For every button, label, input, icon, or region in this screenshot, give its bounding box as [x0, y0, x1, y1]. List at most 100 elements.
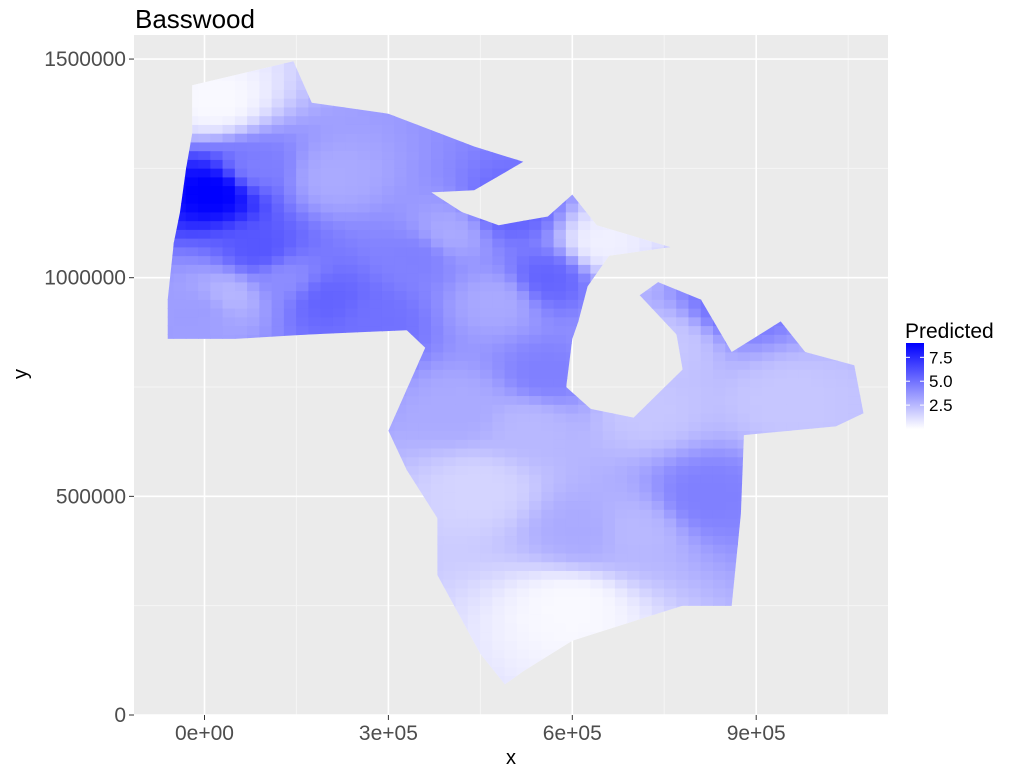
heat-cell [369, 316, 383, 327]
heat-cell [431, 159, 444, 169]
heat-cell [222, 238, 236, 248]
heat-cell [602, 561, 616, 571]
heat-cell [639, 535, 653, 545]
heat-cell [431, 509, 444, 519]
heat-cell [529, 482, 542, 493]
heat-cell [553, 544, 567, 554]
heat-cell [492, 535, 506, 545]
heat-cell [516, 640, 530, 650]
heat-cell [369, 115, 383, 125]
heat-cell [431, 141, 444, 152]
heat-cell [516, 404, 530, 414]
heat-cell [565, 395, 579, 405]
heat-cell [345, 325, 359, 335]
heat-cell [369, 124, 383, 134]
heat-cell [271, 299, 285, 309]
heat-cell [369, 299, 383, 309]
heat-cell [492, 412, 506, 423]
heat-cell [676, 421, 690, 432]
heat-cell [234, 124, 248, 134]
heat-cell [725, 377, 739, 388]
heat-cell [553, 220, 567, 230]
heat-cell [418, 404, 432, 414]
heat-cell [247, 281, 260, 292]
heat-cell [467, 579, 481, 589]
heat-cell [651, 552, 665, 563]
heat-cell [492, 342, 506, 353]
heat-cell [418, 246, 432, 257]
heat-cell [541, 544, 555, 554]
heat-cell [651, 308, 665, 318]
heat-cell [394, 115, 408, 125]
heat-cell [308, 281, 322, 292]
heat-cell [431, 491, 444, 502]
heat-cell [823, 360, 837, 370]
heat-cell [167, 308, 175, 318]
heat-cell [700, 447, 714, 458]
heat-cell [418, 421, 432, 432]
heat-cell [688, 491, 702, 502]
heat-cell [320, 141, 334, 152]
heat-cell [271, 273, 285, 283]
heat-cell [712, 596, 726, 606]
heat-cell [614, 465, 628, 475]
heat-cell [443, 430, 457, 440]
heat-cell [516, 439, 530, 449]
heat-cell [565, 474, 579, 484]
heat-cell [529, 281, 542, 292]
heat-cell [308, 246, 322, 257]
heat-cell [320, 290, 334, 300]
heat-cell [406, 412, 420, 423]
heat-cell [308, 325, 322, 335]
heat-cell [271, 308, 285, 318]
heat-cell [504, 526, 518, 537]
heat-cell [504, 544, 518, 554]
heat-cell [541, 238, 555, 248]
heat-cell [541, 517, 555, 528]
heat-cell [296, 203, 310, 213]
heat-cell [480, 561, 493, 571]
heat-cell [480, 614, 493, 624]
heat-cell [529, 631, 542, 641]
heat-cell [185, 124, 199, 134]
heat-cell [578, 535, 591, 545]
heat-cell [663, 474, 677, 484]
heat-cell [676, 482, 690, 493]
heat-cell [308, 203, 322, 213]
heat-cell [345, 141, 359, 152]
heat-cell [198, 150, 211, 160]
heat-cell [786, 386, 800, 397]
heat-cell [700, 456, 714, 467]
heat-cell [210, 133, 224, 143]
heat-cell [467, 255, 481, 265]
heat-cell [676, 290, 690, 300]
heat-cell [467, 290, 481, 300]
heat-cell [700, 342, 714, 353]
heat-cell [651, 482, 665, 493]
heat-cell [480, 456, 493, 467]
heat-cell [504, 351, 518, 362]
heat-cell [381, 290, 395, 300]
heat-cell [847, 369, 861, 379]
heat-cell [725, 474, 739, 484]
heat-cell [283, 80, 297, 90]
heat-cell [639, 404, 653, 414]
heat-cell [823, 412, 837, 423]
heat-cell [247, 106, 260, 117]
heat-cell [210, 229, 224, 239]
heat-cell [774, 386, 788, 397]
heat-cell [578, 447, 591, 458]
heat-cell [308, 238, 322, 248]
heat-cell [516, 605, 530, 615]
heat-cell [811, 386, 824, 397]
heat-cell [455, 246, 469, 257]
heat-cell [798, 369, 812, 379]
heat-cell [504, 579, 518, 589]
heat-cell [602, 238, 616, 248]
heat-cell [516, 377, 530, 388]
heat-cell [688, 430, 702, 440]
heat-cell [504, 605, 518, 615]
heat-cell [369, 308, 383, 318]
legend: Predicted 7.55.02.5 [905, 320, 994, 429]
heat-cell [492, 421, 506, 432]
